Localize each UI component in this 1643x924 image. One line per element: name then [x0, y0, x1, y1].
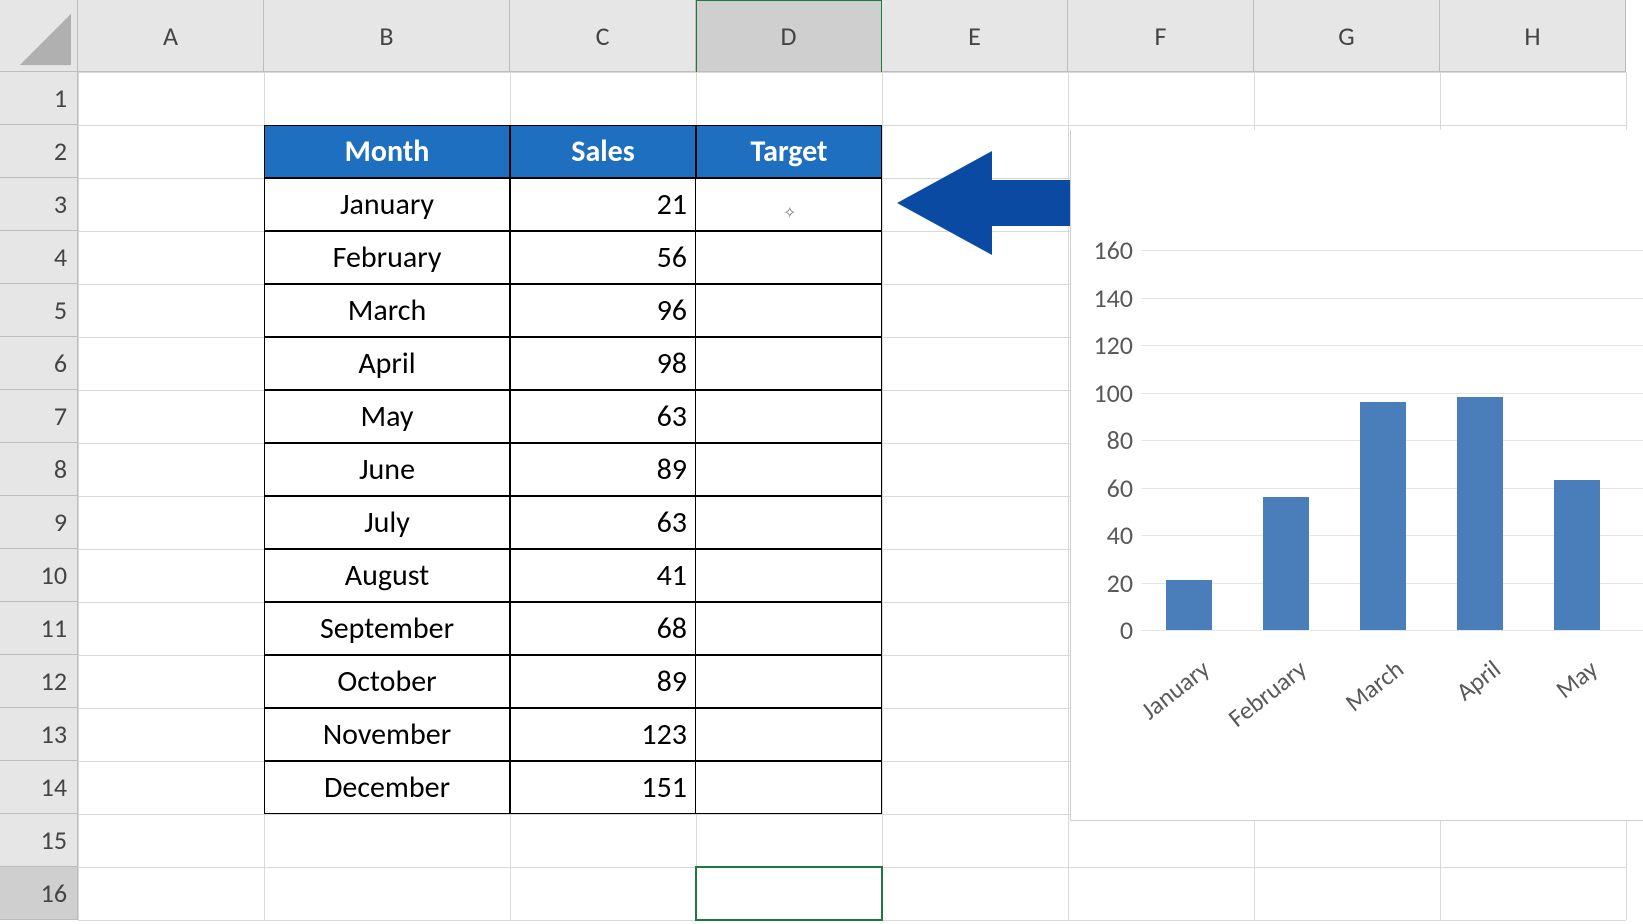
chart-gridline — [1141, 298, 1643, 299]
row-header-1[interactable]: 1 — [0, 72, 78, 125]
cell-target-1[interactable] — [696, 178, 882, 231]
cell-month-8[interactable]: August — [264, 549, 510, 602]
col-header-B[interactable]: B — [264, 0, 510, 72]
row-header-9[interactable]: 9 — [0, 496, 78, 549]
col-header-G[interactable]: G — [1254, 0, 1440, 72]
chart-gridline — [1141, 250, 1643, 251]
cell-sales-9[interactable]: 68 — [510, 602, 696, 655]
chart-y-label: 160 — [1093, 234, 1133, 266]
cell-month-7[interactable]: July — [264, 496, 510, 549]
chart-y-label: 40 — [1107, 519, 1133, 551]
col-header-H[interactable]: H — [1440, 0, 1626, 72]
chart-gridline — [1141, 345, 1643, 346]
table-header-sales[interactable]: Sales — [510, 125, 696, 178]
cell-target-11[interactable] — [696, 708, 882, 761]
cell-month-3[interactable]: March — [264, 284, 510, 337]
sales-bar-chart[interactable]: 160140120100806040200JanuaryFebruaryMarc… — [1070, 130, 1643, 821]
cell-sales-5[interactable]: 63 — [510, 390, 696, 443]
col-header-E[interactable]: E — [882, 0, 1068, 72]
cell-sales-10[interactable]: 89 — [510, 655, 696, 708]
row-header-16[interactable]: 16 — [0, 867, 78, 920]
cell-sales-8[interactable]: 41 — [510, 549, 696, 602]
cell-target-4[interactable] — [696, 337, 882, 390]
cell-month-2[interactable]: February — [264, 231, 510, 284]
cell-month-10[interactable]: October — [264, 655, 510, 708]
cell-target-5[interactable] — [696, 390, 882, 443]
cell-target-10[interactable] — [696, 655, 882, 708]
cell-target-12[interactable] — [696, 761, 882, 814]
cell-month-11[interactable]: November — [264, 708, 510, 761]
row-header-13[interactable]: 13 — [0, 708, 78, 761]
chart-gridline — [1141, 630, 1643, 631]
chart-bar-april[interactable] — [1457, 397, 1503, 630]
row-header-10[interactable]: 10 — [0, 549, 78, 602]
cell-month-9[interactable]: September — [264, 602, 510, 655]
cell-sales-11[interactable]: 123 — [510, 708, 696, 761]
row-header-5[interactable]: 5 — [0, 284, 78, 337]
row-header-4[interactable]: 4 — [0, 231, 78, 284]
cell-sales-2[interactable]: 56 — [510, 231, 696, 284]
cell-sales-3[interactable]: 96 — [510, 284, 696, 337]
row-header-6[interactable]: 6 — [0, 337, 78, 390]
chart-bar-march[interactable] — [1360, 402, 1406, 630]
chart-y-label: 60 — [1107, 472, 1133, 504]
gridline-h — [78, 867, 1626, 868]
cell-sales-4[interactable]: 98 — [510, 337, 696, 390]
cell-sales-6[interactable]: 89 — [510, 443, 696, 496]
chart-bar-january[interactable] — [1166, 580, 1212, 630]
chart-y-label: 0 — [1120, 614, 1133, 646]
gridline-h — [78, 920, 1626, 921]
cell-month-6[interactable]: June — [264, 443, 510, 496]
row-header-15[interactable]: 15 — [0, 814, 78, 867]
chart-y-label: 80 — [1107, 424, 1133, 456]
cell-month-1[interactable]: January — [264, 178, 510, 231]
chart-y-label: 120 — [1093, 329, 1133, 361]
select-all-corner[interactable] — [0, 0, 78, 72]
cell-month-12[interactable]: December — [264, 761, 510, 814]
row-header-7[interactable]: 7 — [0, 390, 78, 443]
cell-target-3[interactable] — [696, 284, 882, 337]
cell-target-8[interactable] — [696, 549, 882, 602]
chart-y-label: 140 — [1093, 282, 1133, 314]
cell-month-5[interactable]: May — [264, 390, 510, 443]
col-header-C[interactable]: C — [510, 0, 696, 72]
col-header-D[interactable]: D — [696, 0, 882, 72]
cell-target-2[interactable] — [696, 231, 882, 284]
chart-y-label: 20 — [1107, 567, 1133, 599]
cell-sales-12[interactable]: 151 — [510, 761, 696, 814]
active-cell-outline — [695, 866, 883, 921]
row-header-2[interactable]: 2 — [0, 125, 78, 178]
row-header-11[interactable]: 11 — [0, 602, 78, 655]
chart-y-label: 100 — [1093, 377, 1133, 409]
table-header-month[interactable]: Month — [264, 125, 510, 178]
cell-month-4[interactable]: April — [264, 337, 510, 390]
col-header-F[interactable]: F — [1068, 0, 1254, 72]
row-header-12[interactable]: 12 — [0, 655, 78, 708]
gridline-h — [78, 72, 1626, 73]
chart-bar-may[interactable] — [1554, 480, 1600, 630]
col-header-A[interactable]: A — [78, 0, 264, 72]
row-header-14[interactable]: 14 — [0, 761, 78, 814]
cell-sales-7[interactable]: 63 — [510, 496, 696, 549]
chart-gridline — [1141, 393, 1643, 394]
table-header-target[interactable]: Target — [696, 125, 882, 178]
chart-bar-february[interactable] — [1263, 497, 1309, 630]
cell-target-7[interactable] — [696, 496, 882, 549]
row-header-8[interactable]: 8 — [0, 443, 78, 496]
row-header-3[interactable]: 3 — [0, 178, 78, 231]
cell-target-6[interactable] — [696, 443, 882, 496]
cell-sales-1[interactable]: 21 — [510, 178, 696, 231]
cell-target-9[interactable] — [696, 602, 882, 655]
